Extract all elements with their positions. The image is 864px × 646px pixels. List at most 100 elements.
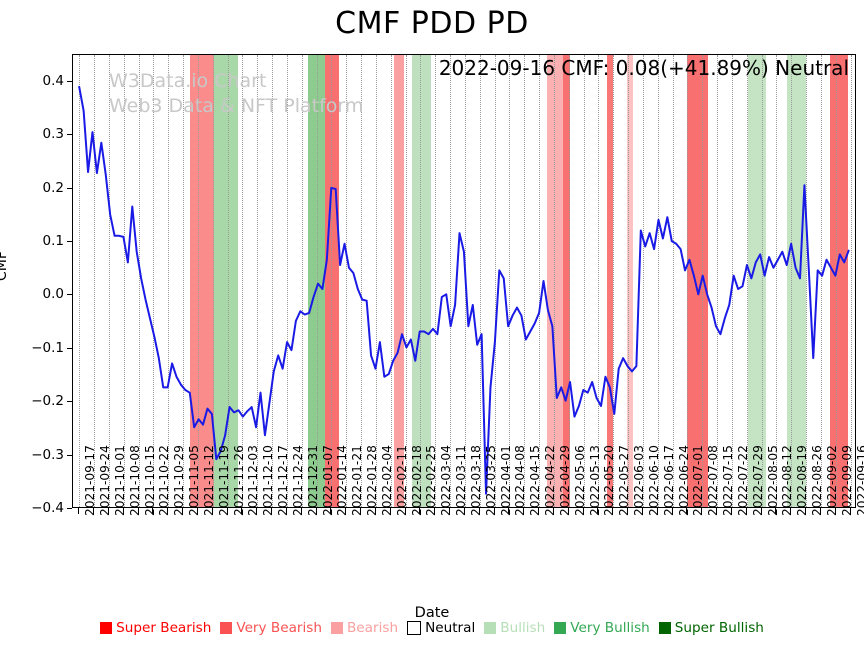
x-tick-label: 2022-07-01 bbox=[691, 445, 706, 516]
legend-item[interactable]: Super Bearish bbox=[100, 620, 211, 636]
y-tick-mark bbox=[67, 401, 72, 403]
x-tick-mark bbox=[226, 508, 228, 514]
x-tick-label: 2022-06-24 bbox=[676, 445, 691, 516]
x-tick-mark bbox=[538, 508, 540, 514]
legend-label: Bullish bbox=[500, 620, 546, 636]
x-tick-mark bbox=[567, 508, 569, 514]
x-tick-label: 2021-12-03 bbox=[246, 445, 261, 516]
gridline bbox=[613, 55, 615, 507]
x-tick-mark bbox=[241, 508, 243, 514]
gridline bbox=[687, 55, 689, 507]
gridline bbox=[450, 55, 452, 507]
gridline bbox=[168, 55, 170, 507]
gridline bbox=[746, 55, 748, 507]
legend-item[interactable]: Neutral bbox=[407, 620, 475, 636]
gridline bbox=[301, 55, 303, 507]
legend-swatch-icon bbox=[330, 622, 343, 634]
x-tick-mark bbox=[419, 508, 421, 514]
gridline bbox=[657, 55, 659, 507]
x-tick-label: 2022-04-29 bbox=[557, 445, 572, 516]
legend-item[interactable]: Super Bullish bbox=[658, 620, 764, 636]
cmf-line-series bbox=[78, 85, 850, 495]
x-tick-label: 2022-05-20 bbox=[602, 445, 617, 516]
gridline bbox=[272, 55, 274, 507]
gridline bbox=[835, 55, 837, 507]
gridline bbox=[850, 55, 852, 507]
gridline bbox=[539, 55, 541, 507]
gridline bbox=[776, 55, 778, 507]
legend-swatch-icon bbox=[220, 622, 233, 634]
legend-label: Super Bearish bbox=[116, 620, 212, 636]
legend-swatch-icon bbox=[407, 621, 422, 635]
x-tick-mark bbox=[716, 508, 718, 514]
y-tick-label: 0.2 bbox=[42, 179, 64, 196]
x-tick-mark bbox=[374, 508, 376, 514]
x-tick-mark bbox=[137, 508, 139, 514]
x-tick-label: 2022-07-15 bbox=[721, 445, 736, 516]
gridlines-layer bbox=[73, 55, 855, 507]
gridline bbox=[242, 55, 244, 507]
y-tick-mark bbox=[67, 134, 72, 136]
x-tick-label: 2021-12-17 bbox=[276, 445, 291, 516]
x-tick-mark bbox=[641, 508, 643, 514]
gridline bbox=[791, 55, 793, 507]
x-tick-label: 2022-05-06 bbox=[572, 445, 587, 516]
x-tick-label: 2021-09-24 bbox=[98, 445, 113, 516]
y-tick-label: −0.1 bbox=[31, 339, 64, 356]
page-title: CMF PDD PD bbox=[335, 6, 529, 41]
gridline bbox=[331, 55, 333, 507]
x-tick-label: 2022-06-10 bbox=[646, 445, 661, 516]
legend-label: Super Bullish bbox=[674, 620, 764, 636]
legend-item[interactable]: Bearish bbox=[330, 620, 398, 636]
x-tick-mark bbox=[404, 508, 406, 514]
x-tick-mark bbox=[849, 508, 851, 514]
x-tick-label: 2021-10-15 bbox=[142, 445, 157, 516]
x-tick-mark bbox=[805, 508, 807, 514]
signal-band bbox=[829, 55, 848, 507]
x-tick-mark bbox=[93, 508, 95, 514]
signal-band bbox=[607, 55, 614, 507]
x-tick-label: 2022-09-02 bbox=[824, 445, 839, 516]
x-tick-label: 2022-06-03 bbox=[632, 445, 647, 516]
x-tick-mark bbox=[434, 508, 436, 514]
x-tick-mark bbox=[671, 508, 673, 514]
signal-band bbox=[214, 55, 238, 507]
x-tick-label: 2022-03-04 bbox=[439, 445, 454, 516]
x-tick-label: 2021-11-26 bbox=[231, 445, 246, 516]
gridline bbox=[361, 55, 363, 507]
x-tick-label: 2022-04-08 bbox=[513, 445, 528, 516]
x-tick-label: 2022-09-16 bbox=[854, 445, 864, 516]
y-axis-label: CMF bbox=[0, 251, 10, 281]
gridline bbox=[346, 55, 348, 507]
gridline bbox=[123, 55, 125, 507]
legend-item[interactable]: Bullish bbox=[484, 620, 545, 636]
gridline bbox=[138, 55, 140, 507]
x-tick-label: 2022-03-18 bbox=[468, 445, 483, 516]
gridline bbox=[702, 55, 704, 507]
x-tick-mark bbox=[582, 508, 584, 514]
signal-band bbox=[626, 55, 633, 507]
gridline bbox=[420, 55, 422, 507]
gridline bbox=[672, 55, 674, 507]
x-tick-mark bbox=[152, 508, 154, 514]
x-tick-mark bbox=[790, 508, 792, 514]
x-tick-mark bbox=[330, 508, 332, 514]
legend-swatch-icon bbox=[484, 622, 497, 634]
x-tick-label: 2022-03-25 bbox=[483, 445, 498, 516]
legend-item[interactable]: Very Bearish bbox=[220, 620, 322, 636]
legend-label: Very Bullish bbox=[570, 620, 650, 636]
x-tick-mark bbox=[345, 508, 347, 514]
x-tick-label: 2021-11-05 bbox=[187, 445, 202, 516]
x-tick-mark bbox=[552, 508, 554, 514]
x-tick-label: 2021-10-29 bbox=[172, 445, 187, 516]
x-tick-mark bbox=[389, 508, 391, 514]
x-tick-mark bbox=[523, 508, 525, 514]
x-tick-label: 2022-01-07 bbox=[320, 445, 335, 516]
y-tick-label: −0.2 bbox=[31, 393, 64, 410]
x-tick-mark bbox=[656, 508, 658, 514]
x-tick-label: 2022-02-25 bbox=[424, 445, 439, 516]
legend-item[interactable]: Very Bullish bbox=[554, 620, 650, 636]
gridline bbox=[820, 55, 822, 507]
x-tick-label: 2022-02-11 bbox=[394, 445, 409, 516]
